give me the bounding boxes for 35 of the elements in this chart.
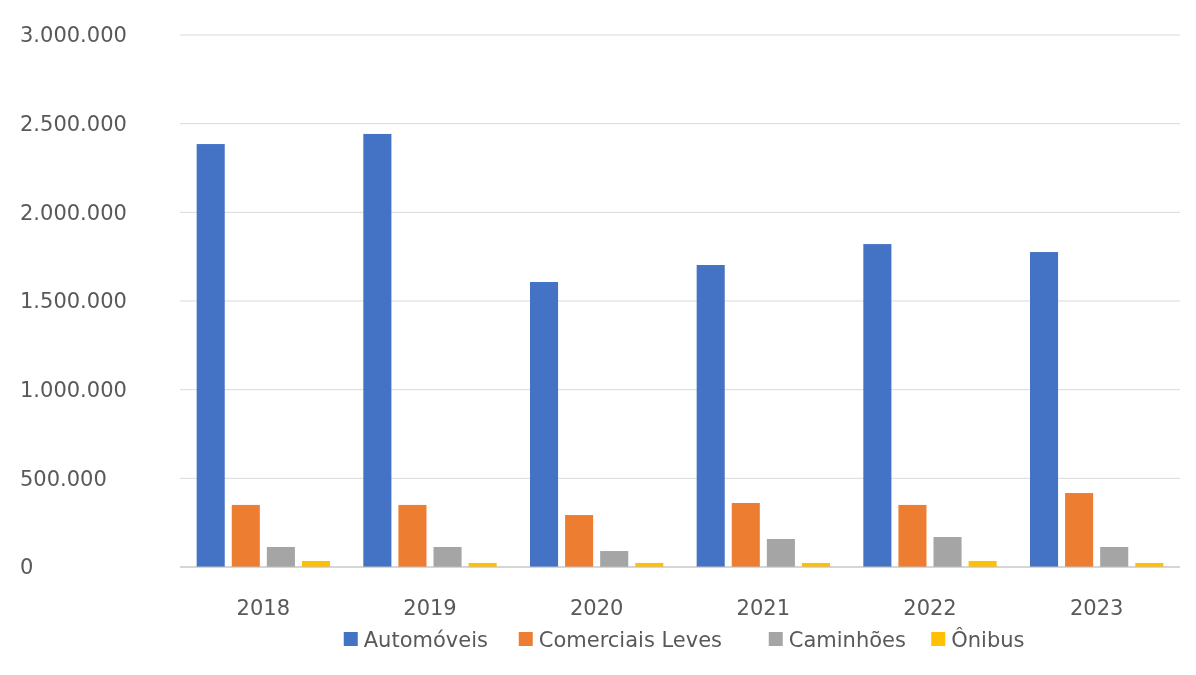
legend-label: Ônibus: [951, 627, 1025, 653]
bar: [1100, 546, 1129, 567]
y-tick-label: 2.500.000: [20, 112, 127, 137]
bar: [1030, 252, 1059, 567]
bar: [565, 515, 594, 567]
bar: [766, 538, 795, 567]
legend-label: Caminhões: [788, 628, 906, 653]
bar: [398, 504, 427, 567]
bar: [898, 504, 927, 567]
y-tick-label: 1.500.000: [20, 289, 127, 314]
bar: [731, 502, 760, 567]
y-tick-label: 0: [20, 555, 34, 580]
x-tick-label: 2018: [236, 596, 291, 620]
bar: [530, 282, 559, 567]
y-tick-label: 3.000.000: [20, 23, 127, 48]
legend-label: Comerciais Leves: [538, 628, 723, 653]
legend-label: Automóveis: [363, 628, 488, 653]
bar: [231, 504, 260, 567]
bar: [1065, 493, 1094, 567]
x-tick-label: 2020: [569, 596, 624, 620]
bar: [696, 265, 725, 567]
y-tick-label: 2.000.000: [20, 200, 127, 225]
bar: [933, 537, 962, 567]
bar: [266, 546, 295, 567]
bar: [196, 144, 225, 567]
bar: [600, 551, 629, 567]
x-tick-label: 2023: [1069, 596, 1124, 620]
bar: [363, 133, 392, 567]
y-tick-label: 500.000: [20, 466, 107, 491]
y-tick-label: 1.000.000: [20, 378, 127, 403]
bar: [863, 244, 892, 567]
bar: [433, 546, 462, 567]
x-tick-label: 2021: [736, 596, 791, 620]
x-tick-label: 2022: [903, 596, 957, 620]
x-tick-label: 2019: [403, 596, 457, 620]
